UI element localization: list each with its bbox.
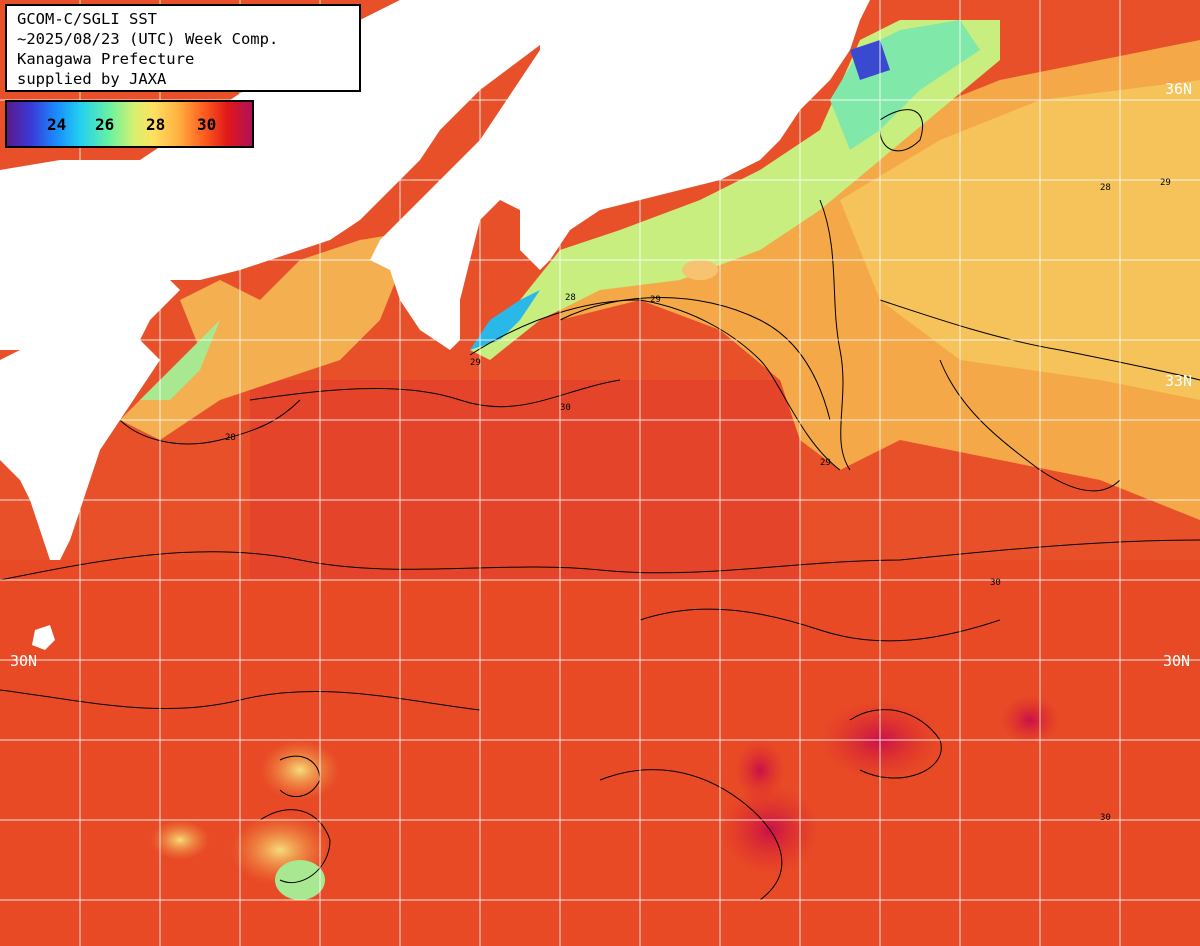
land-small-island: [32, 625, 55, 650]
contour-label: 29: [470, 358, 481, 368]
color-legend: 24 26 28 30: [5, 100, 254, 148]
ocean-south-band: [0, 560, 1200, 946]
inland-sea-cool: [120, 230, 420, 440]
legend-tick-26: 26: [95, 115, 115, 134]
contour-label: 29: [1160, 178, 1171, 188]
title-line-region: Kanagawa Prefecture: [17, 50, 195, 68]
ocean-central-band: [250, 380, 800, 580]
cool-spot-1: [260, 740, 340, 800]
land-shikoku: [0, 260, 180, 560]
contour-label: 28: [225, 433, 236, 443]
cool-spot-4: [150, 820, 210, 860]
contour-label: 28: [1100, 183, 1111, 193]
legend-tick-24: 24: [47, 115, 67, 134]
lat-label-30n-left: 30N: [10, 652, 38, 670]
title-line-date: ~2025/08/23 (UTC) Week Comp.: [17, 30, 279, 48]
lat-label-30n-right: 30N: [1163, 652, 1191, 670]
contour-lines: [0, 109, 1200, 901]
land-honshu-west: [0, 0, 560, 350]
contour-label: 29: [650, 295, 661, 305]
title-line-credit: supplied by JAXA: [17, 70, 167, 88]
contour-label: 30: [560, 403, 571, 413]
lat-label-33n: 33N: [1165, 372, 1193, 390]
hot-spot-4: [735, 740, 785, 800]
land-honshu-kii: [370, 0, 870, 350]
cool-water-northeast: [840, 80, 1200, 400]
cool-spot-5: [682, 260, 718, 280]
contour-label: 30: [1100, 813, 1111, 823]
lat-label-36n: 36N: [1165, 80, 1193, 98]
title-line-product: GCOM-C/SGLI SST: [17, 10, 157, 28]
legend-tick-28: 28: [146, 115, 166, 134]
land-kyushu-tip: [0, 380, 30, 440]
contour-label: 29: [820, 458, 831, 468]
coastal-cold-spot-1: [470, 290, 540, 350]
cool-spot-3: [275, 860, 325, 900]
contour-label: 28: [565, 293, 576, 303]
hot-spot-3: [1000, 695, 1060, 745]
legend-tick-30: 30: [197, 115, 217, 134]
contour-label: 30: [990, 578, 1001, 588]
map-title-box: GCOM-C/SGLI SST ~2025/08/23 (UTC) Week C…: [5, 4, 361, 92]
